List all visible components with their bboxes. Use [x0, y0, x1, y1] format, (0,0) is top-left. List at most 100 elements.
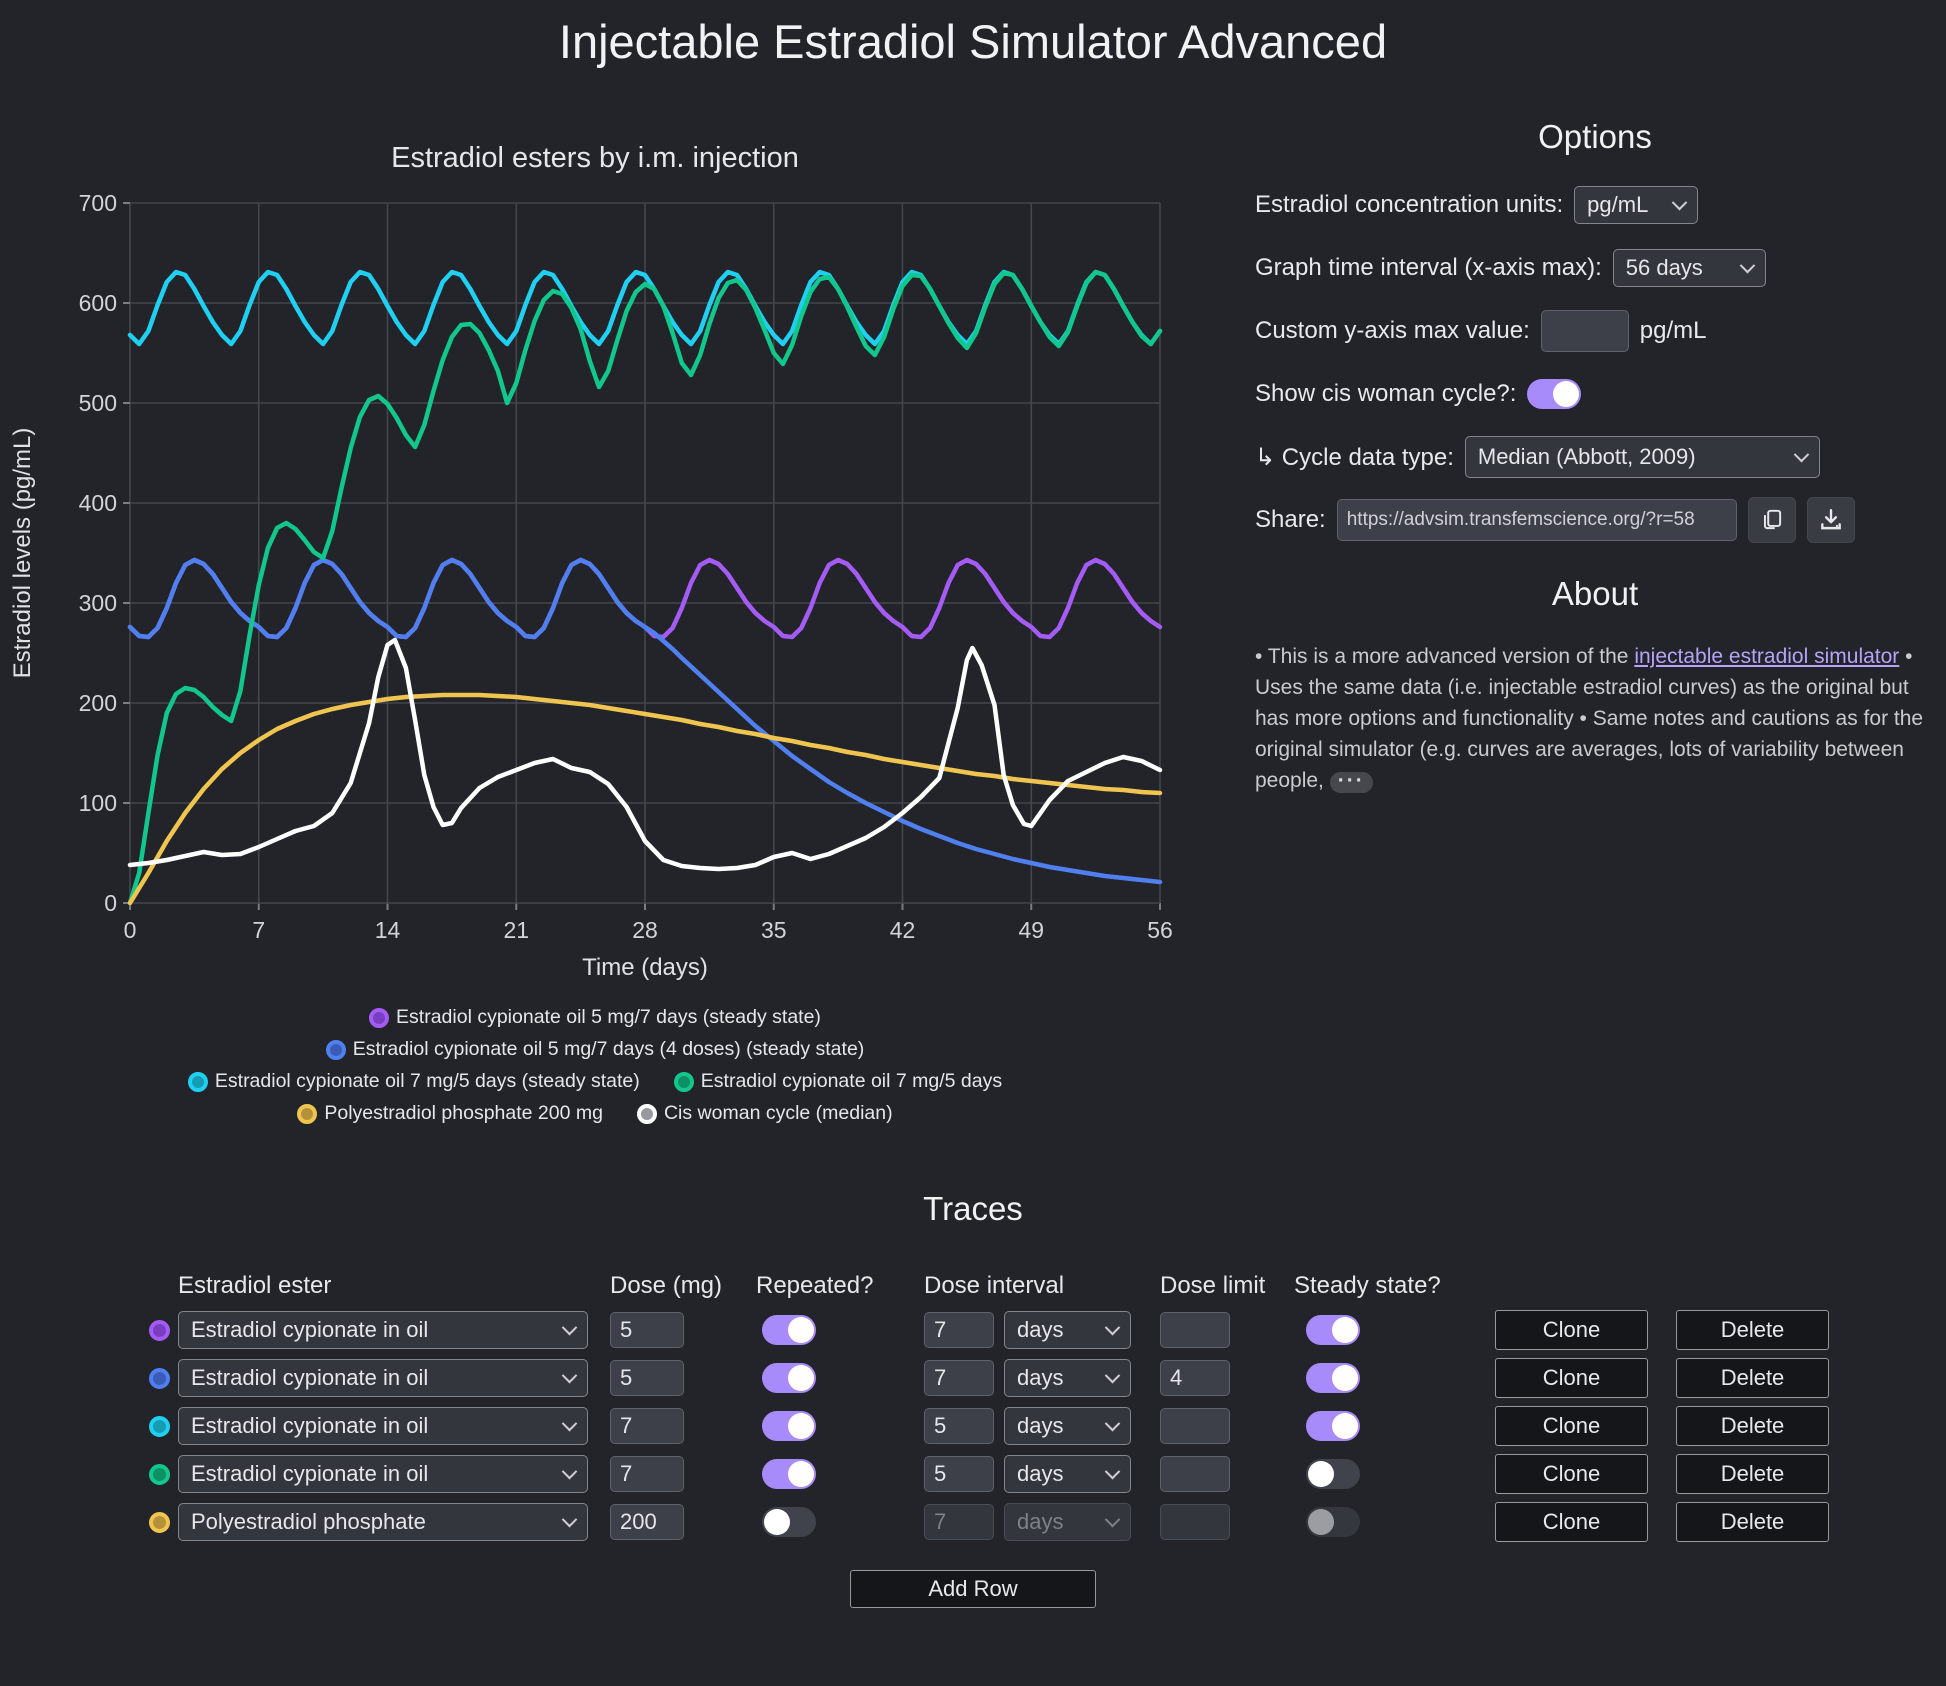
- cycle-type-select[interactable]: Median (Abbott, 2009): [1464, 436, 1820, 478]
- limit-input[interactable]: [1160, 1408, 1230, 1444]
- trace-row: Estradiol cypionate in oil days Clone Delet…: [140, 1306, 1830, 1354]
- repeated-toggle[interactable]: [762, 1411, 816, 1441]
- legend-item[interactable]: Estradiol cypionate oil 5 mg/7 days (4 d…: [325, 1038, 864, 1061]
- toggle-knob: [788, 1461, 814, 1487]
- option-row-cycle-toggle: Show cis woman cycle?:: [1255, 373, 1935, 415]
- steady-state-toggle[interactable]: [1306, 1363, 1360, 1393]
- ester-select-value: Estradiol cypionate in oil: [191, 1317, 429, 1342]
- interval-unit-select[interactable]: days: [1004, 1407, 1131, 1445]
- share-label: Share:: [1255, 506, 1326, 533]
- ester-select[interactable]: Polyestradiol phosphate: [178, 1503, 588, 1541]
- dose-input[interactable]: [610, 1408, 684, 1444]
- repeated-toggle[interactable]: [762, 1507, 816, 1537]
- trace-color-dot: [148, 1319, 170, 1341]
- limit-input[interactable]: [1160, 1456, 1230, 1492]
- show-cycle-toggle[interactable]: [1527, 379, 1582, 409]
- y-axis-title: Estradiol levels (pg/mL): [9, 428, 36, 679]
- option-row-units: Estradiol concentration units: pg/mL: [1255, 184, 1935, 226]
- time-interval-select[interactable]: 56 days: [1612, 249, 1766, 287]
- interval-input[interactable]: [924, 1312, 994, 1348]
- delete-button[interactable]: Delete: [1676, 1406, 1829, 1446]
- ester-select[interactable]: Estradiol cypionate in oil: [178, 1311, 588, 1349]
- add-row-wrap: Add Row: [0, 1570, 1946, 1608]
- clone-button[interactable]: Clone: [1495, 1502, 1648, 1542]
- copy-link-button[interactable]: [1747, 497, 1796, 543]
- add-row-button[interactable]: Add Row: [850, 1570, 1096, 1608]
- ester-select[interactable]: Estradiol cypionate in oil: [178, 1359, 588, 1397]
- x-tick-label: 42: [890, 917, 916, 943]
- legend-label: Estradiol cypionate oil 5 mg/7 days (ste…: [396, 1006, 821, 1028]
- repeated-toggle-wrap: [762, 1315, 816, 1345]
- ester-select[interactable]: Estradiol cypionate in oil: [178, 1455, 588, 1493]
- option-row-cycle-type: ↳ Cycle data type: Median (Abbott, 2009): [1255, 436, 1935, 478]
- limit-input[interactable]: [1160, 1312, 1230, 1348]
- ester-select[interactable]: Estradiol cypionate in oil: [178, 1407, 588, 1445]
- ester-select-wrap: Estradiol cypionate in oil: [178, 1359, 588, 1397]
- x-tick-label: 21: [503, 917, 529, 943]
- chevron-down-icon: [561, 1415, 578, 1431]
- interval-unit-select[interactable]: days: [1004, 1455, 1131, 1493]
- delete-button[interactable]: Delete: [1676, 1358, 1829, 1398]
- repeated-toggle[interactable]: [762, 1459, 816, 1489]
- steady-state-toggle[interactable]: [1306, 1459, 1360, 1489]
- option-row-share: Share:: [1255, 497, 1935, 543]
- traces-heading: Traces: [923, 1190, 1023, 1227]
- repeated-toggle[interactable]: [762, 1315, 816, 1345]
- interval-unit-wrap: days: [1004, 1359, 1131, 1397]
- interval-input: [924, 1504, 994, 1540]
- curve-series-5: [127, 637, 1163, 872]
- download-image-button[interactable]: [1806, 497, 1855, 543]
- units-select[interactable]: pg/mL: [1574, 186, 1699, 224]
- expand-ellipsis-button[interactable]: ···: [1329, 770, 1373, 793]
- delete-button[interactable]: Delete: [1676, 1310, 1829, 1350]
- legend-label: Estradiol cypionate oil 7 mg/5 days: [700, 1070, 1003, 1092]
- share-url-input[interactable]: [1336, 499, 1737, 541]
- legend-item[interactable]: Cis woman cycle (median): [636, 1102, 893, 1125]
- option-row-time-interval: Graph time interval (x-axis max): 56 day…: [1255, 247, 1935, 289]
- interval-unit-select-value: days: [1017, 1413, 1064, 1438]
- toggle-knob: [1332, 1317, 1358, 1343]
- legend-item[interactable]: Polyestradiol phosphate 200 mg: [297, 1102, 603, 1125]
- traces-section: Traces Estradiol ester Dose (mg) Repeate…: [0, 1190, 1946, 1608]
- steady-state-toggle[interactable]: [1306, 1411, 1360, 1441]
- options-heading: Options: [1538, 118, 1652, 155]
- ymax-input[interactable]: [1540, 310, 1629, 352]
- ester-select-wrap: Estradiol cypionate in oil: [178, 1311, 588, 1349]
- clone-button[interactable]: Clone: [1495, 1358, 1648, 1398]
- legend-label: Polyestradiol phosphate 200 mg: [324, 1102, 603, 1124]
- clone-button[interactable]: Clone: [1495, 1454, 1648, 1494]
- interval-unit-select-value: days: [1017, 1509, 1064, 1534]
- legend-item[interactable]: Estradiol cypionate oil 7 mg/5 days: [673, 1070, 1003, 1093]
- chevron-down-icon: [1104, 1367, 1121, 1383]
- delete-button[interactable]: Delete: [1676, 1454, 1829, 1494]
- ester-select-value: Polyestradiol phosphate: [191, 1509, 426, 1534]
- injectable-simulator-link[interactable]: injectable estradiol simulator: [1634, 645, 1900, 668]
- dose-input[interactable]: [610, 1360, 684, 1396]
- ymax-units-suffix: pg/mL: [1639, 317, 1707, 344]
- trace-color-dot: [148, 1415, 170, 1437]
- limit-input[interactable]: [1160, 1360, 1230, 1396]
- interval-input[interactable]: [924, 1456, 994, 1492]
- interval-unit-select[interactable]: days: [1004, 1311, 1131, 1349]
- header-dose-limit: Dose limit: [1160, 1272, 1266, 1299]
- legend-label: Estradiol cypionate oil 7 mg/5 days (ste…: [214, 1070, 640, 1092]
- clone-button[interactable]: Clone: [1495, 1310, 1648, 1350]
- chevron-down-icon: [561, 1463, 578, 1479]
- repeated-toggle[interactable]: [762, 1363, 816, 1393]
- legend-item[interactable]: Estradiol cypionate oil 7 mg/5 days (ste…: [187, 1070, 640, 1093]
- dose-input[interactable]: [610, 1504, 684, 1540]
- dose-input[interactable]: [610, 1456, 684, 1492]
- clone-button[interactable]: Clone: [1495, 1406, 1648, 1446]
- delete-button[interactable]: Delete: [1676, 1502, 1829, 1542]
- interval-input[interactable]: [924, 1360, 994, 1396]
- steady-state-toggle[interactable]: [1306, 1315, 1360, 1345]
- dose-input[interactable]: [610, 1312, 684, 1348]
- interval-input[interactable]: [924, 1408, 994, 1444]
- chevron-down-icon: [1739, 257, 1756, 273]
- interval-unit-select[interactable]: days: [1004, 1359, 1131, 1397]
- download-icon: [1820, 509, 1841, 530]
- chart-legend: Estradiol cypionate oil 5 mg/7 days (ste…: [0, 1006, 1190, 1125]
- legend-item[interactable]: Estradiol cypionate oil 5 mg/7 days (ste…: [369, 1006, 821, 1029]
- units-select-value: pg/mL: [1587, 192, 1649, 217]
- curve-series-3: [127, 269, 1163, 906]
